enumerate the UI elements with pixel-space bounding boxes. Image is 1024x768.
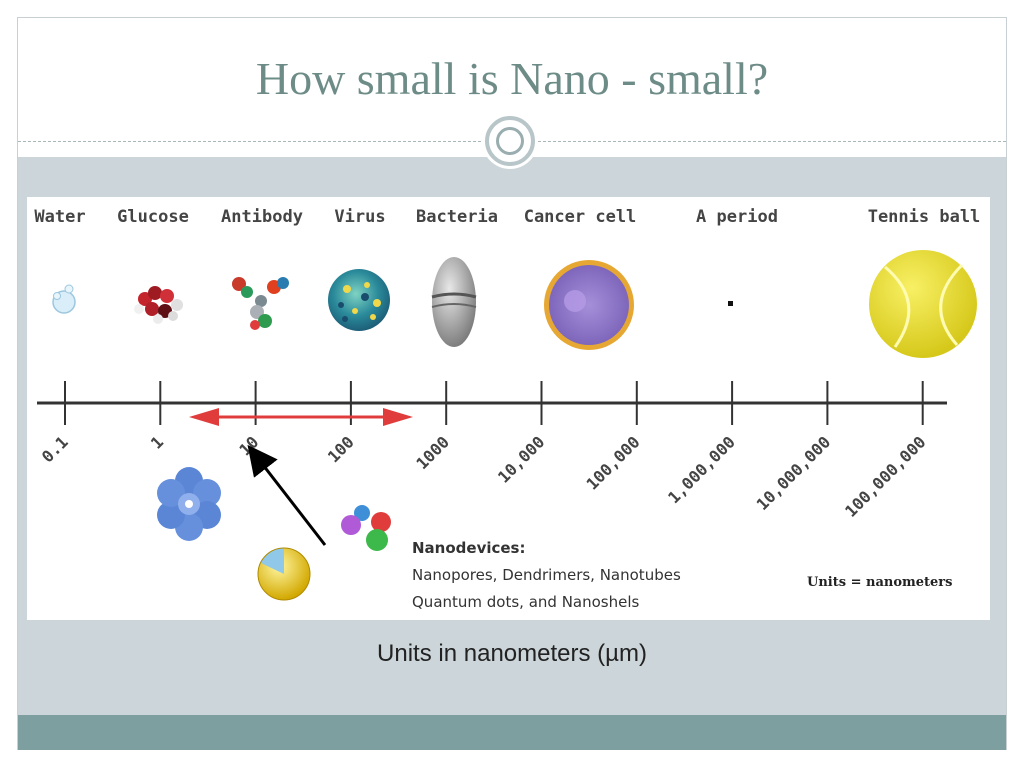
scale-tick-label: 100,000,000 [841,432,929,520]
scale-tick-label: 1000 [412,432,453,473]
scale-diagram: Water Glucose Antibody Virus Bacteria Ca… [34,207,981,611]
nanodevices-line-2: Quantum dots, and Nanoshels [412,593,640,611]
scale-tick-label: 10,000 [494,432,548,486]
nanodevices-line-1: Nanopores, Dendrimers, Nanotubes [412,566,681,584]
label-glucose: Glucose [117,207,189,227]
tennis-ball-image [869,250,977,358]
scale-tick-label: 1 [147,432,167,452]
scale-tick-label: 1,000,000 [664,432,739,507]
nanodevices-heading: Nanodevices: [412,539,525,557]
cancer-cell-image [544,260,634,350]
label-water: Water [34,207,85,227]
divider-ring-ornament [485,116,535,166]
dendrimer-flower-image [157,467,221,541]
label-a-period: A period [696,207,778,227]
footer-band [18,715,1006,750]
antibody-image [232,277,289,330]
scale-diagram-panel: Water Glucose Antibody Virus Bacteria Ca… [27,197,990,620]
scale-tick-label: 10 [235,432,262,459]
scale-tick-label: 0.1 [38,432,72,466]
units-note: Units = nanometers [807,575,952,590]
scale-tick-label: 100 [324,432,358,466]
divider-ring-inner [496,127,524,155]
water-molecule-image [52,284,76,314]
virus-image [328,269,390,331]
label-cancer-cell: Cancer cell [524,207,637,227]
quantum-dots-image [341,505,391,551]
slide-title: How small is Nano - small? [255,53,769,104]
scale-tick-label: 100,000 [583,432,644,493]
nanoshell-image [257,547,311,601]
glucose-molecule-image [134,286,183,324]
units-caption: Units in nanometers (µm) [377,640,647,667]
label-tennis-ball: Tennis ball [868,207,981,227]
scale-tick-label: 10,000,000 [753,432,835,514]
bacteria-image [431,257,477,347]
nanodevice-pointer-arrow [247,444,327,546]
label-bacteria: Bacteria [416,207,498,227]
nano-range-arrow [189,408,413,426]
period-dot-image [728,301,733,306]
label-antibody: Antibody [221,207,303,227]
label-virus: Virus [334,207,385,227]
